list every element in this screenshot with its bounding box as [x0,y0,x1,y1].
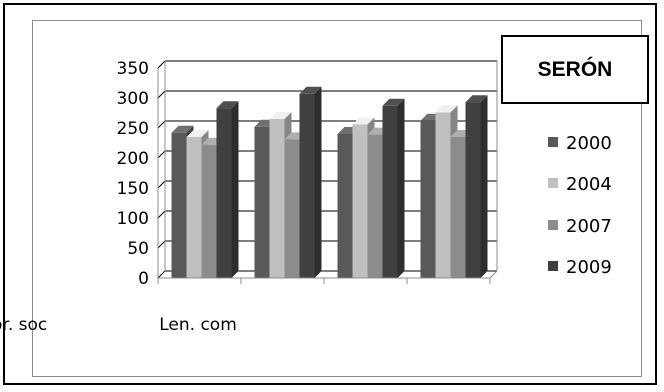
bar-top [465,95,488,103]
bars [171,86,488,279]
category-label: Compr. soc [0,315,47,335]
legend-label: 2000 [566,133,612,154]
bar-side [397,98,405,278]
gridline-diag [157,210,166,219]
y-tick-label: 150 [117,179,149,199]
bar-front [299,93,315,278]
legend-swatch [548,137,558,147]
bar-front [171,132,187,278]
bar-side [314,86,322,278]
bar-front [382,105,398,278]
bar-front [284,139,300,278]
legend-swatch [548,178,558,188]
legend-swatch [548,220,558,230]
legend-label: 2007 [566,216,612,237]
bar [465,95,488,278]
bar-side [480,95,488,278]
y-tick-label: 200 [117,149,149,169]
bar-top [352,117,375,125]
gridline-diag [157,60,166,69]
bar-front [269,119,285,278]
bar [216,101,239,278]
bar-front [254,126,270,278]
bar-front [201,144,217,278]
legend-swatch [548,261,558,271]
bar-front [337,134,353,278]
gridline-diag [157,240,166,249]
bar-top [186,130,209,137]
axes [157,61,498,284]
gridline-diag [157,270,166,279]
floor-edge [489,270,498,279]
bar-top [216,101,239,109]
category-labels: Len. com Compr. soc [0,315,237,335]
bar-top [299,86,322,94]
bar-top [382,98,405,106]
bar [299,86,322,278]
y-tick-label: 50 [127,239,149,259]
bar [382,98,405,278]
gridline-diag [157,150,166,159]
bar-top [171,125,194,133]
legend-label: 2009 [566,257,612,278]
bar-front [435,112,451,279]
bar-front [367,134,383,278]
y-tick-label: 0 [138,269,149,289]
bar-top [269,112,292,119]
bar-front [186,137,202,278]
bar-front [420,120,436,278]
gridline-diag [157,120,166,129]
y-tick-label: 350 [117,59,149,79]
chart-title: SERÓN [501,35,649,104]
y-tick-label: 300 [117,89,149,109]
y-tick-label: 250 [117,119,149,139]
bar-front [450,137,466,278]
gridline-diag [157,90,166,99]
gridline-diag [157,180,166,189]
bar-front [465,102,481,278]
bar-top [435,105,458,113]
y-tick-labels: 350 300 250 200 150 100 50 0 [117,59,149,289]
y-tick-label: 100 [117,209,149,229]
legend-label: 2004 [566,174,612,195]
bar-front [216,108,232,278]
bar-side [231,101,239,278]
bar-front [352,124,368,279]
category-label: Len. com [159,315,237,335]
legend: 2000 2004 2007 2009 [548,133,612,278]
